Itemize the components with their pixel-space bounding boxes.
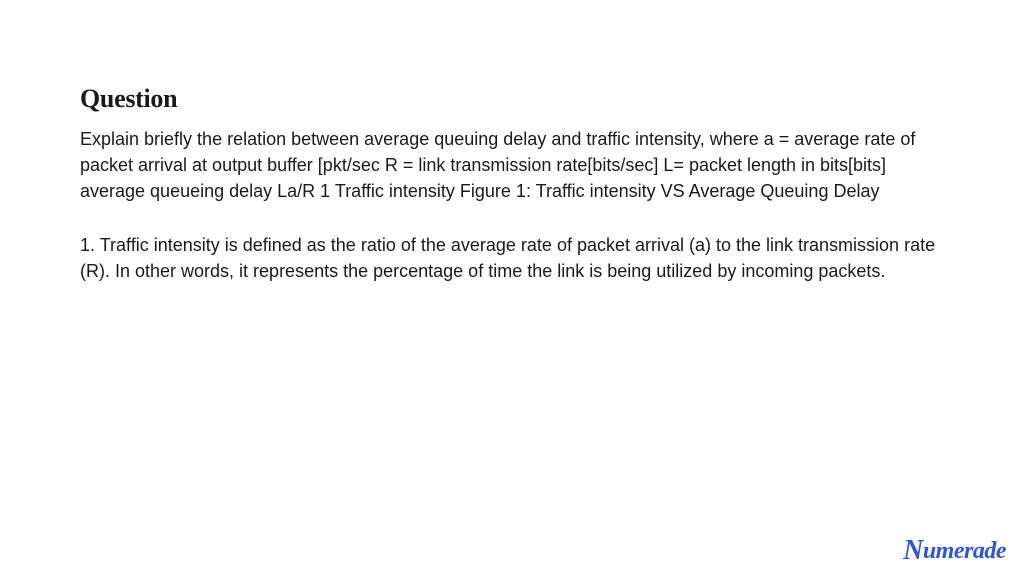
question-prompt: Explain briefly the relation between ave… [80, 126, 944, 204]
brand-logo: Numerade [903, 534, 1006, 566]
content-container: Question Explain briefly the relation be… [0, 0, 1024, 284]
question-heading: Question [80, 84, 944, 114]
answer-step-1: 1. Traffic intensity is defined as the r… [80, 232, 944, 284]
brand-logo-text: umerade [923, 538, 1006, 564]
